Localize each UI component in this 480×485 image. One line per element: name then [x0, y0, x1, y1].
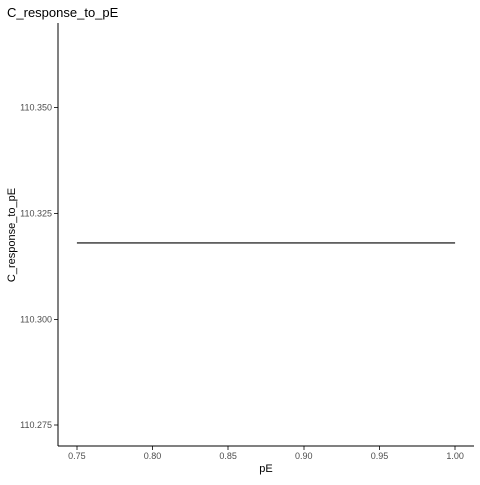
chart-title: C_response_to_pE	[7, 5, 119, 20]
x-axis-label: pE	[259, 463, 272, 475]
y-axis-ticks: 110.275 110.300 110.325 110.350	[20, 102, 58, 430]
x-tick-label: 0.90	[295, 451, 313, 461]
x-tick-label: 0.80	[144, 451, 162, 461]
x-tick-label: 1.00	[446, 451, 464, 461]
x-axis-ticks: 0.75 0.80 0.85 0.90 0.95 1.00	[68, 446, 464, 461]
y-tick-label: 110.325	[20, 208, 52, 218]
x-tick-label: 0.85	[219, 451, 237, 461]
y-tick-label: 110.300	[20, 314, 52, 324]
y-axis-label: C_response_to_pE	[6, 188, 18, 282]
x-tick-label: 0.75	[68, 451, 86, 461]
x-tick-label: 0.95	[371, 451, 389, 461]
y-tick-label: 110.275	[20, 420, 52, 430]
y-tick-label: 110.350	[20, 102, 52, 112]
